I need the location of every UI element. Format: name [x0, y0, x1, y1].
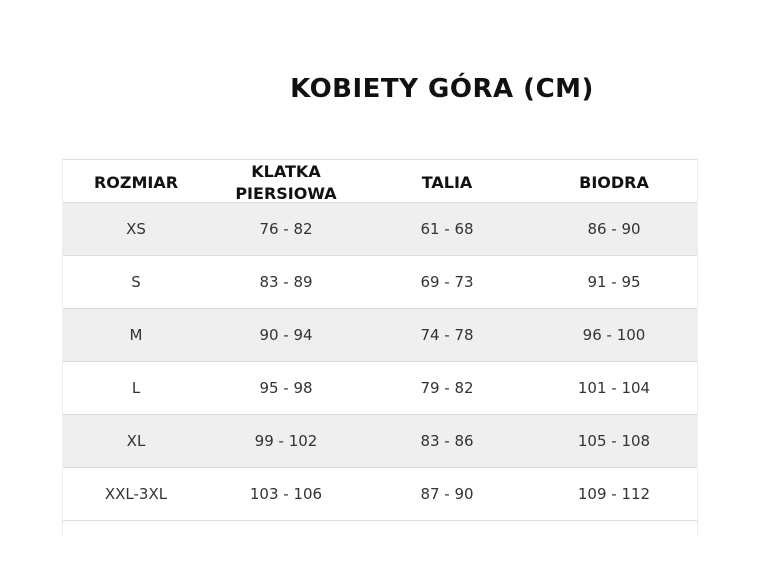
table-cell: 61 - 68: [420, 220, 474, 238]
table-cell: 69 - 73: [420, 273, 474, 291]
title: KOBIETY GÓRA (CM): [290, 74, 594, 104]
header-row: ROZMIAR KLATKA PIERSIOWA TALIA BIODRA: [63, 160, 697, 203]
header-cell: KLATKA PIERSIOWA: [235, 162, 337, 203]
table-cell: L: [131, 379, 141, 397]
header-cell: BIODRA: [579, 173, 649, 192]
table-cell: 87 - 90: [420, 485, 474, 503]
table-cell: 83 - 89: [259, 273, 313, 291]
table-cell: XL: [126, 432, 146, 450]
table-cell: 76 - 82: [259, 220, 313, 238]
table-row: M 90 - 94 74 - 78 96 - 100: [63, 309, 697, 362]
table-row: S 83 - 89 69 - 73 91 - 95: [63, 256, 697, 309]
table-cell: 95 - 98: [259, 379, 313, 397]
header-cell: ROZMIAR: [93, 173, 179, 192]
table-cell: 90 - 94: [259, 326, 313, 344]
table-cell: 91 - 95: [587, 273, 641, 291]
table-row: XL 99 - 102 83 - 86 105 - 108: [63, 415, 697, 468]
table-cell: 79 - 82: [420, 379, 474, 397]
table-cell: XS: [126, 220, 146, 238]
table-cell: 86 - 90: [587, 220, 641, 238]
table-cell: 109 - 112: [577, 485, 651, 503]
table-cell: 96 - 100: [582, 326, 646, 344]
table-cell: S: [131, 273, 141, 291]
table-row: XXL-3XL 103 - 106 87 - 90 109 - 112: [63, 468, 697, 521]
table-cell: 99 - 102: [254, 432, 318, 450]
table-cell: 105 - 108: [577, 432, 651, 450]
table-cell: M: [129, 326, 143, 344]
table-cell: 74 - 78: [420, 326, 474, 344]
table-row: XS 76 - 82 61 - 68 86 - 90: [63, 203, 697, 256]
table-cell: 101 - 104: [577, 379, 651, 397]
header-cell: TALIA: [421, 173, 473, 192]
table-cell: 103 - 106: [249, 485, 323, 503]
size-table: ROZMIAR KLATKA PIERSIOWA TALIA BIODRA XS 76 -…: [62, 159, 698, 535]
table-cell: 83 - 86: [420, 432, 474, 450]
table-tail: [63, 521, 697, 535]
table-cell: XXL-3XL: [104, 485, 168, 503]
table-row: L 95 - 98 79 - 82 101 - 104: [63, 362, 697, 415]
